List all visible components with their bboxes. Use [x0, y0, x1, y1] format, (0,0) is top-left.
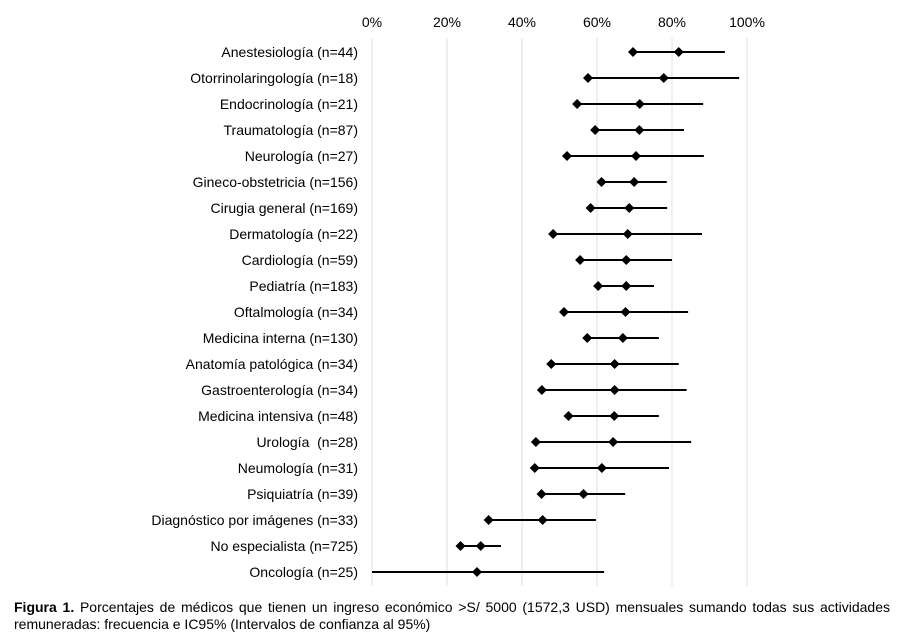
- category-label: Oftalmología (n=34): [234, 304, 358, 320]
- figure-caption: Figura 1. Porcentajes de médicos que tie…: [14, 599, 890, 633]
- category-label: Pediatría (n=183): [249, 278, 358, 294]
- ci-lower-marker: [628, 47, 638, 57]
- category-label: No especialista (n=725): [211, 538, 358, 554]
- ci-lower-marker: [563, 411, 574, 421]
- estimate-marker: [472, 567, 482, 577]
- category-label: Oncología (n=25): [249, 564, 358, 580]
- category-label: Anatomía patológica (n=34): [186, 356, 358, 372]
- ci-lower-marker: [455, 541, 466, 551]
- estimate-marker: [621, 281, 632, 291]
- estimate-marker: [634, 125, 645, 135]
- estimate-marker: [624, 203, 635, 213]
- ci-lower-marker: [483, 515, 494, 525]
- estimate-marker: [617, 333, 628, 343]
- category-label: Dermatología (n=22): [229, 226, 358, 242]
- figure-caption-text: Porcentajes de médicos que tienen un ing…: [14, 599, 890, 632]
- estimate-marker: [609, 359, 620, 369]
- ci-lower-marker: [585, 203, 596, 213]
- ci-lower-marker: [546, 359, 557, 369]
- x-tick-label: 60%: [583, 14, 611, 30]
- x-tick-label: 0%: [362, 14, 382, 30]
- category-label: Cirugia general (n=169): [211, 200, 358, 216]
- category-label: Medicina intensiva (n=48): [198, 408, 358, 424]
- ci-lower-marker: [596, 177, 607, 187]
- ci-lower-marker: [529, 463, 540, 473]
- estimate-marker: [621, 255, 632, 265]
- category-label: Cardiología (n=59): [242, 252, 358, 268]
- estimate-marker: [622, 229, 633, 239]
- estimate-marker: [475, 541, 486, 551]
- ci-lower-marker: [572, 99, 583, 109]
- category-label: Anestesiología (n=44): [221, 44, 358, 60]
- category-label: Diagnóstico por imágenes (n=33): [151, 512, 358, 528]
- x-tick-label: 100%: [729, 14, 765, 30]
- x-axis-tick-labels: 0% 20% 40% 60% 80% 100%: [362, 14, 765, 30]
- estimate-marker: [658, 73, 669, 83]
- estimate-marker: [537, 515, 548, 525]
- category-label: Neumología (n=31): [238, 460, 358, 476]
- ci-lower-marker: [575, 255, 586, 265]
- estimate-marker: [673, 47, 684, 57]
- category-label: Gastroenterología (n=34): [201, 382, 358, 398]
- category-label: Endocrinología (n=21): [220, 96, 358, 112]
- confidence-interval-lines: [372, 51, 740, 573]
- ci-lower-marker: [536, 385, 547, 395]
- category-label: Otorrinolaringología (n=18): [190, 70, 358, 86]
- category-label: Neurología (n=27): [245, 148, 358, 164]
- ci-lower-marker: [583, 73, 593, 83]
- category-label: Urología (n=28): [256, 434, 358, 450]
- x-tick-label: 40%: [508, 14, 536, 30]
- figure-caption-label: Figura 1.: [14, 599, 75, 615]
- estimate-marker: [629, 177, 640, 187]
- forest-plot-chart: 0% 20% 40% 60% 80% 100% Anestesiología (n=44)…: [151, 14, 765, 586]
- estimate-marker: [578, 489, 589, 499]
- estimate-marker: [608, 437, 619, 447]
- ci-lower-marker: [593, 281, 604, 291]
- estimate-marker: [620, 307, 631, 317]
- ci-lower-marker: [559, 307, 569, 317]
- estimate-marker: [634, 99, 645, 109]
- estimate-marker: [609, 385, 620, 395]
- ci-lower-marker: [548, 229, 559, 239]
- category-label: Medicina interna (n=130): [203, 330, 358, 346]
- estimate-marker: [609, 411, 620, 421]
- x-tick-label: 20%: [433, 14, 461, 30]
- ci-lower-marker: [582, 333, 593, 343]
- ci-lower-marker: [536, 489, 547, 499]
- point-markers: [455, 47, 684, 577]
- estimate-marker: [631, 151, 641, 161]
- category-label: Traumatología (n=87): [224, 122, 359, 138]
- ci-lower-marker: [590, 125, 601, 135]
- ci-lower-marker: [530, 437, 541, 447]
- category-label: Psiquiatría (n=39): [247, 486, 358, 502]
- y-axis-category-labels: Anestesiología (n=44) Otorrinolaringologí…: [151, 44, 358, 580]
- estimate-marker: [596, 463, 607, 473]
- category-label: Gineco-obstetricia (n=156): [193, 174, 358, 190]
- ci-lower-marker: [562, 151, 572, 161]
- x-tick-label: 80%: [658, 14, 686, 30]
